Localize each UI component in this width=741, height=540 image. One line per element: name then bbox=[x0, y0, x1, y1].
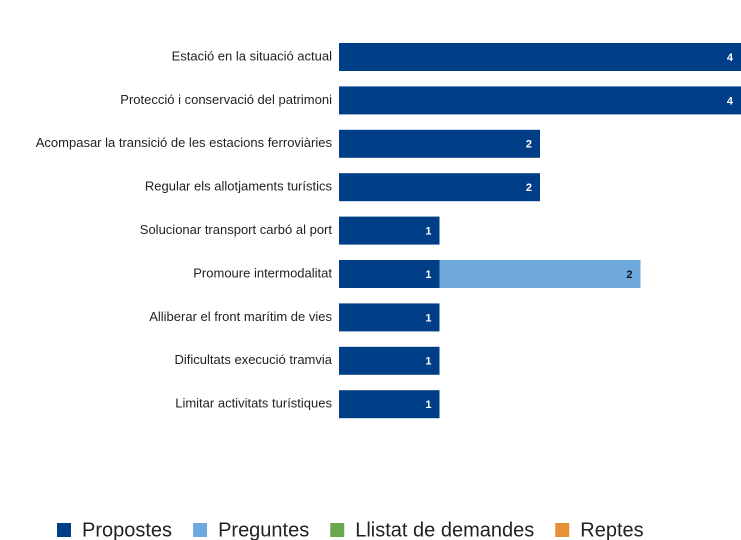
value-label: 2 bbox=[526, 182, 532, 194]
value-label: 1 bbox=[425, 356, 431, 368]
category-label: Solucionar transport carbó al port bbox=[140, 222, 333, 237]
legend-swatch bbox=[193, 523, 208, 537]
category-label: Dificultats execució tramvia bbox=[175, 352, 333, 367]
category-label: Estació en la situació actual bbox=[172, 48, 333, 63]
value-label: 1 bbox=[425, 399, 431, 411]
value-label: 1 bbox=[425, 269, 431, 281]
bar bbox=[339, 216, 440, 245]
bar bbox=[339, 260, 440, 288]
value-label: 4 bbox=[727, 95, 734, 107]
category-label: Promoure intermodalitat bbox=[193, 265, 332, 280]
bar bbox=[339, 346, 440, 375]
legend-label: Propostes bbox=[82, 519, 172, 540]
value-label: 2 bbox=[526, 139, 532, 151]
bar bbox=[339, 303, 440, 332]
category-label: Regular els allotjaments turístics bbox=[145, 179, 333, 194]
category-label: Alliberar el front marítim de vies bbox=[149, 309, 332, 324]
legend-swatch bbox=[330, 523, 345, 537]
legend-label: Reptes bbox=[580, 519, 643, 540]
legend-label: Llistat de demandes bbox=[355, 519, 534, 540]
bar bbox=[339, 43, 741, 71]
value-label: 1 bbox=[425, 312, 431, 324]
bar bbox=[339, 390, 440, 419]
value-label: 1 bbox=[425, 226, 431, 238]
category-label: Limitar activitats turístiques bbox=[175, 396, 332, 411]
value-label: 4 bbox=[727, 52, 734, 64]
legend-label: Preguntes bbox=[218, 519, 309, 540]
legend-swatch bbox=[555, 523, 570, 537]
value-label: 2 bbox=[626, 269, 632, 281]
bar bbox=[339, 86, 741, 115]
bar bbox=[339, 129, 540, 158]
legend-swatch bbox=[57, 523, 71, 537]
category-label: Acompasar la transició de les estacions … bbox=[36, 135, 333, 150]
bar bbox=[339, 173, 540, 202]
bar bbox=[439, 260, 641, 288]
category-label: Protecció i conservació del patrimoni bbox=[120, 92, 332, 107]
